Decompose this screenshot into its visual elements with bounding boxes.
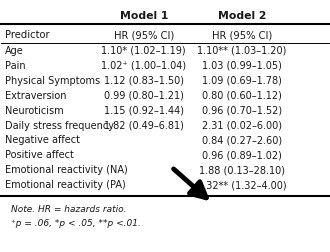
Text: 0.96 (0.70–1.52): 0.96 (0.70–1.52) xyxy=(202,106,282,116)
Text: 0.99 (0.80–1.21): 0.99 (0.80–1.21) xyxy=(104,91,184,101)
Text: 0.96 (0.89–1.02): 0.96 (0.89–1.02) xyxy=(202,150,282,161)
Text: Physical Symptoms: Physical Symptoms xyxy=(5,76,100,86)
Text: ⁺p = .06, *p < .05, **p <.01.: ⁺p = .06, *p < .05, **p <.01. xyxy=(11,219,141,228)
Text: Model 1: Model 1 xyxy=(119,11,168,21)
Text: Model 2: Model 2 xyxy=(218,11,266,21)
Text: Predictor: Predictor xyxy=(5,30,49,40)
Text: 0.84 (0.27–2.60): 0.84 (0.27–2.60) xyxy=(202,136,282,145)
Text: 1.12 (0.83–1.50): 1.12 (0.83–1.50) xyxy=(104,76,184,86)
Text: 1.03 (0.99–1.05): 1.03 (0.99–1.05) xyxy=(202,61,282,71)
Text: Neuroticism: Neuroticism xyxy=(5,106,63,116)
Text: 2.32** (1.32–4.00): 2.32** (1.32–4.00) xyxy=(197,180,287,190)
Text: Pain: Pain xyxy=(5,61,25,71)
Text: HR (95% CI): HR (95% CI) xyxy=(114,30,174,40)
Text: Note. HR = hazards ratio.: Note. HR = hazards ratio. xyxy=(11,205,127,214)
Text: Daily stress frequency: Daily stress frequency xyxy=(5,120,114,131)
Text: 1.15 (0.92–1.44): 1.15 (0.92–1.44) xyxy=(104,106,184,116)
Text: 1.88 (0.13–28.10): 1.88 (0.13–28.10) xyxy=(199,165,285,175)
Text: 0.80 (0.60–1.12): 0.80 (0.60–1.12) xyxy=(202,91,282,101)
Text: 1.09 (0.69–1.78): 1.09 (0.69–1.78) xyxy=(202,76,282,86)
Text: Negative affect: Negative affect xyxy=(5,136,80,145)
Text: 1.82 (0.49–6.81): 1.82 (0.49–6.81) xyxy=(104,120,184,131)
Text: Emotional reactivity (NA): Emotional reactivity (NA) xyxy=(5,165,127,175)
Text: Extraversion: Extraversion xyxy=(5,91,66,101)
Text: Positive affect: Positive affect xyxy=(5,150,74,161)
Text: 1.10* (1.02–1.19): 1.10* (1.02–1.19) xyxy=(101,46,186,56)
Text: 1.02⁺ (1.00–1.04): 1.02⁺ (1.00–1.04) xyxy=(101,61,186,71)
Text: Age: Age xyxy=(5,46,23,56)
Text: Emotional reactivity (PA): Emotional reactivity (PA) xyxy=(5,180,125,190)
Text: HR (95% CI): HR (95% CI) xyxy=(212,30,272,40)
Text: 2.31 (0.02–6.00): 2.31 (0.02–6.00) xyxy=(202,120,282,131)
Text: 1.10** (1.03–1.20): 1.10** (1.03–1.20) xyxy=(197,46,286,56)
